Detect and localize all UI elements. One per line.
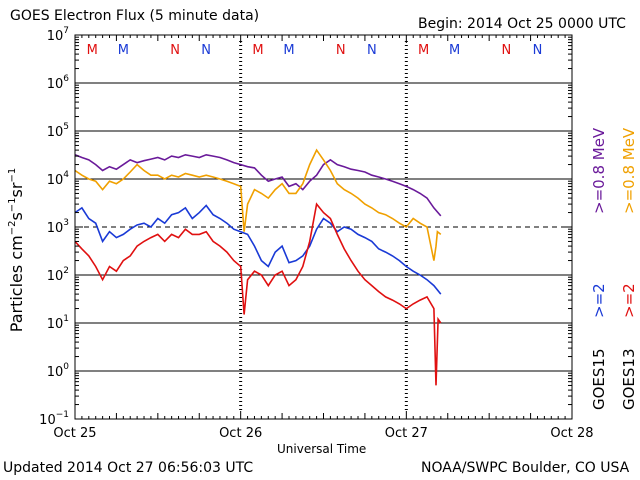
series-lines xyxy=(74,148,442,386)
legend-item: GOES13 xyxy=(620,348,638,410)
chart-title: GOES Electron Flux (5 minute data) xyxy=(10,8,260,24)
y-tick-label: 107 xyxy=(47,26,69,44)
y-tick-label: 102 xyxy=(47,266,69,284)
marker-M: M xyxy=(418,43,429,58)
y-tick-label: 100 xyxy=(47,362,70,380)
y-axis-label: Particles cm−2s−1sr−1 xyxy=(7,168,26,332)
y-tick-label: 106 xyxy=(47,74,70,92)
y-tick-label: 105 xyxy=(47,122,69,140)
y-tick-label: 103 xyxy=(47,218,69,236)
legend-item: GOES15 xyxy=(590,348,608,410)
marker-N: N xyxy=(170,43,180,58)
series-line xyxy=(74,202,442,386)
series-line xyxy=(74,148,442,261)
marker-N: N xyxy=(367,43,377,58)
legend-item: >=0.8 MeV xyxy=(590,127,608,214)
marker-N: N xyxy=(201,43,211,58)
x-axis-label: Universal Time xyxy=(277,442,367,456)
marker-M: M xyxy=(252,43,263,58)
y-tick-label: 104 xyxy=(47,170,70,188)
y-tick-label: 101 xyxy=(47,314,69,332)
legend-item: >=0.8 MeV xyxy=(620,127,638,214)
marker-M: M xyxy=(87,43,98,58)
marker-N: N xyxy=(502,43,512,58)
marker-N: N xyxy=(533,43,543,58)
x-tick-label: Oct 26 xyxy=(219,426,262,441)
legend-item: >=2 xyxy=(590,283,608,318)
x-tick-label: Oct 27 xyxy=(385,426,428,441)
marker-M: M xyxy=(283,43,294,58)
legend-item: >=2 xyxy=(620,283,638,318)
series-line xyxy=(74,153,442,217)
begin-label: Begin: 2014 Oct 25 0000 UTC xyxy=(418,16,626,32)
marker-M: M xyxy=(449,43,460,58)
series-line xyxy=(74,204,442,295)
legend: >=0.8 MeV >=0.8 MeV >=2 >=2 GOES15 GOES13 xyxy=(590,127,638,410)
credit-label: NOAA/SWPC Boulder, CO USA xyxy=(421,460,630,476)
grid-lines xyxy=(75,41,572,413)
x-tick-label: Oct 28 xyxy=(550,426,593,441)
updated-label: Updated 2014 Oct 27 06:56:03 UTC xyxy=(3,460,254,476)
marker-M: M xyxy=(118,43,129,58)
marker-N: N xyxy=(336,43,346,58)
x-tick-label: Oct 25 xyxy=(53,426,96,441)
